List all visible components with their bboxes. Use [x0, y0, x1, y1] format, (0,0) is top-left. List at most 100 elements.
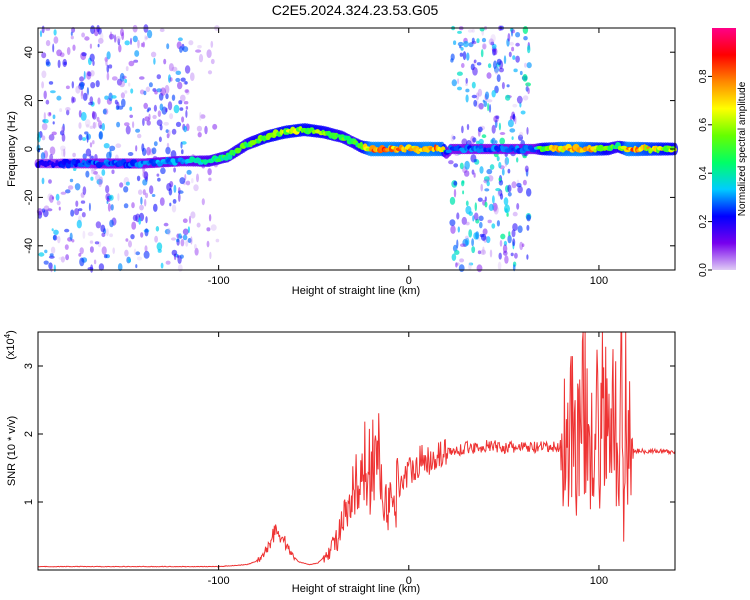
spectrogram-noise-blob [166, 142, 170, 149]
spectrogram-noise-blob [98, 37, 104, 44]
spectrogram-noise-blob [80, 200, 86, 204]
spectrogram-noise-blob [207, 70, 213, 75]
spectrogram-noise-blob [501, 168, 505, 176]
spectrogram-noise-blob [40, 152, 46, 161]
spectrogram-noise-blob [82, 153, 87, 160]
spectrogram-noise-blob [472, 137, 477, 143]
spectrogram-noise-blob [501, 82, 505, 90]
spectrogram-noise-blob [129, 106, 133, 112]
spectrogram-noise-blob [465, 94, 469, 103]
spectrogram-noise-blob [89, 246, 94, 253]
spectrogram-noise-blob [462, 190, 465, 195]
spectrogram-noise-blob [148, 113, 151, 121]
spectrogram-noise-blob [145, 86, 151, 93]
spectrogram-noise-blob [93, 171, 98, 175]
spectrogram-noise-blob [457, 86, 462, 91]
colorbar-label: Normalized spectral amplitude [737, 81, 748, 216]
spectrogram-noise-blob [181, 116, 185, 123]
spectrogram-noise-blob [512, 103, 518, 108]
spectrogram-noise-blob [142, 41, 145, 48]
spectrogram-noise-blob [179, 107, 184, 111]
spectrogram-noise-blob [106, 228, 109, 237]
spectrogram-noise-blob [471, 246, 476, 254]
spectrogram-noise-blob [499, 137, 506, 145]
spectrogram-noise-blob [507, 168, 511, 174]
spectrogram-noise-blob [50, 90, 56, 94]
spectrogram-noise-blob [98, 176, 104, 185]
spectrogram-noise-blob [518, 134, 523, 141]
spectrogram-noise-blob [125, 125, 131, 135]
spectrogram-noise-blob [465, 200, 469, 207]
spectrogram-noise-blob [125, 181, 130, 186]
spectrogram-noise-blob [159, 103, 164, 111]
spectrogram-noise-blob [483, 176, 490, 182]
spectrogram-noise-blob [208, 214, 212, 222]
spectrogram-noise-blob [487, 219, 492, 224]
spectrogram-noise-blob [128, 82, 131, 87]
spectrogram-noise-blob [166, 43, 170, 50]
spectrogram-noise-blob [512, 114, 515, 120]
spectrogram-noise-blob [80, 82, 85, 90]
spectrogram-noise-blob [169, 113, 174, 120]
spectrogram-panel: -100 0 100 -40 -20 0 20 40 Height of straight l… [6, 24, 679, 297]
spectrogram-ridge-point [223, 155, 230, 161]
spectrogram-noise-blob [41, 208, 46, 213]
spectrogram-noise-blob [89, 96, 94, 104]
spectrogram-noise-blob [453, 40, 457, 45]
spectrogram-noise-blob [90, 82, 96, 89]
spectrogram-noise-blob [133, 59, 139, 63]
spectrogram-noise-blob [479, 221, 483, 229]
spectrogram-noise-blob [169, 202, 172, 207]
spectrogram-noise-blob [81, 212, 86, 218]
spectrogram-noise-blob [165, 260, 171, 265]
spectrogram-noise-blob [526, 62, 532, 69]
spectrogram-noise-blob [196, 222, 201, 228]
spectrogram-noise-blob [183, 125, 188, 133]
spectrogram-noise-blob [103, 254, 108, 259]
spectrogram-noise-blob [465, 77, 468, 84]
spectrogram-noise-blob [517, 185, 523, 194]
spectrogram-noise-blob [142, 189, 146, 196]
spectrogram-noise-blob [57, 235, 61, 244]
spectrogram-noise-blob [477, 250, 482, 255]
spectrogram-noise-blob [524, 62, 527, 68]
spectrogram-noise-blob [466, 52, 470, 61]
spectrogram-noise-blob [154, 235, 159, 243]
spectrogram-noise-blob [525, 86, 529, 92]
spectrogram-y-tick-label: 20 [23, 94, 35, 106]
spectrogram-noise-blob [125, 238, 129, 242]
spectrogram-noise-blob [454, 250, 460, 255]
spectrogram-noise-blob [510, 252, 514, 257]
spectrogram-noise-blob [147, 107, 151, 111]
spectrogram-noise-blob [79, 257, 85, 267]
spectrogram-noise-blob [50, 246, 56, 254]
spectrogram-noise-blob [136, 256, 143, 261]
spectrogram-noise-blob [460, 47, 464, 51]
spectrogram-noise-blob [460, 243, 466, 247]
spectrogram-noise-blob [97, 43, 100, 48]
spectrogram-noise-blob [137, 133, 142, 139]
spectrogram-noise-blob [131, 202, 135, 209]
spectrogram-noise-blob [495, 115, 500, 119]
spectrogram-noise-blob [157, 110, 162, 117]
spectrogram-noise-blob [507, 192, 512, 197]
spectrogram-noise-blob [89, 240, 94, 244]
spectrogram-noise-blob [486, 99, 493, 103]
spectrogram-noise-blob [481, 134, 487, 139]
spectrogram-noise-blob [128, 258, 131, 263]
spectrogram-noise-blob [459, 162, 464, 170]
spectrogram-noise-blob [127, 152, 134, 156]
spectrogram-noise-blob [523, 36, 528, 41]
chart-title: C2E5.2024.324.23.53.G05 [272, 2, 439, 18]
colorbar-tick-label: 0.2 [698, 214, 709, 228]
spectrogram-noise-blob [94, 241, 100, 245]
spectrogram-noise-blob [41, 135, 46, 141]
spectrogram-noise-blob [87, 267, 94, 271]
spectrogram-noise-blob [215, 238, 220, 243]
spectrogram-noise-blob [478, 138, 484, 145]
spectrogram-noise-blob [486, 168, 493, 175]
spectrogram-noise-blob [47, 208, 53, 212]
spectrogram-noise-blob [105, 185, 110, 194]
spectrogram-noise-blob [500, 233, 506, 240]
spectrogram-noise-blob [58, 256, 65, 260]
